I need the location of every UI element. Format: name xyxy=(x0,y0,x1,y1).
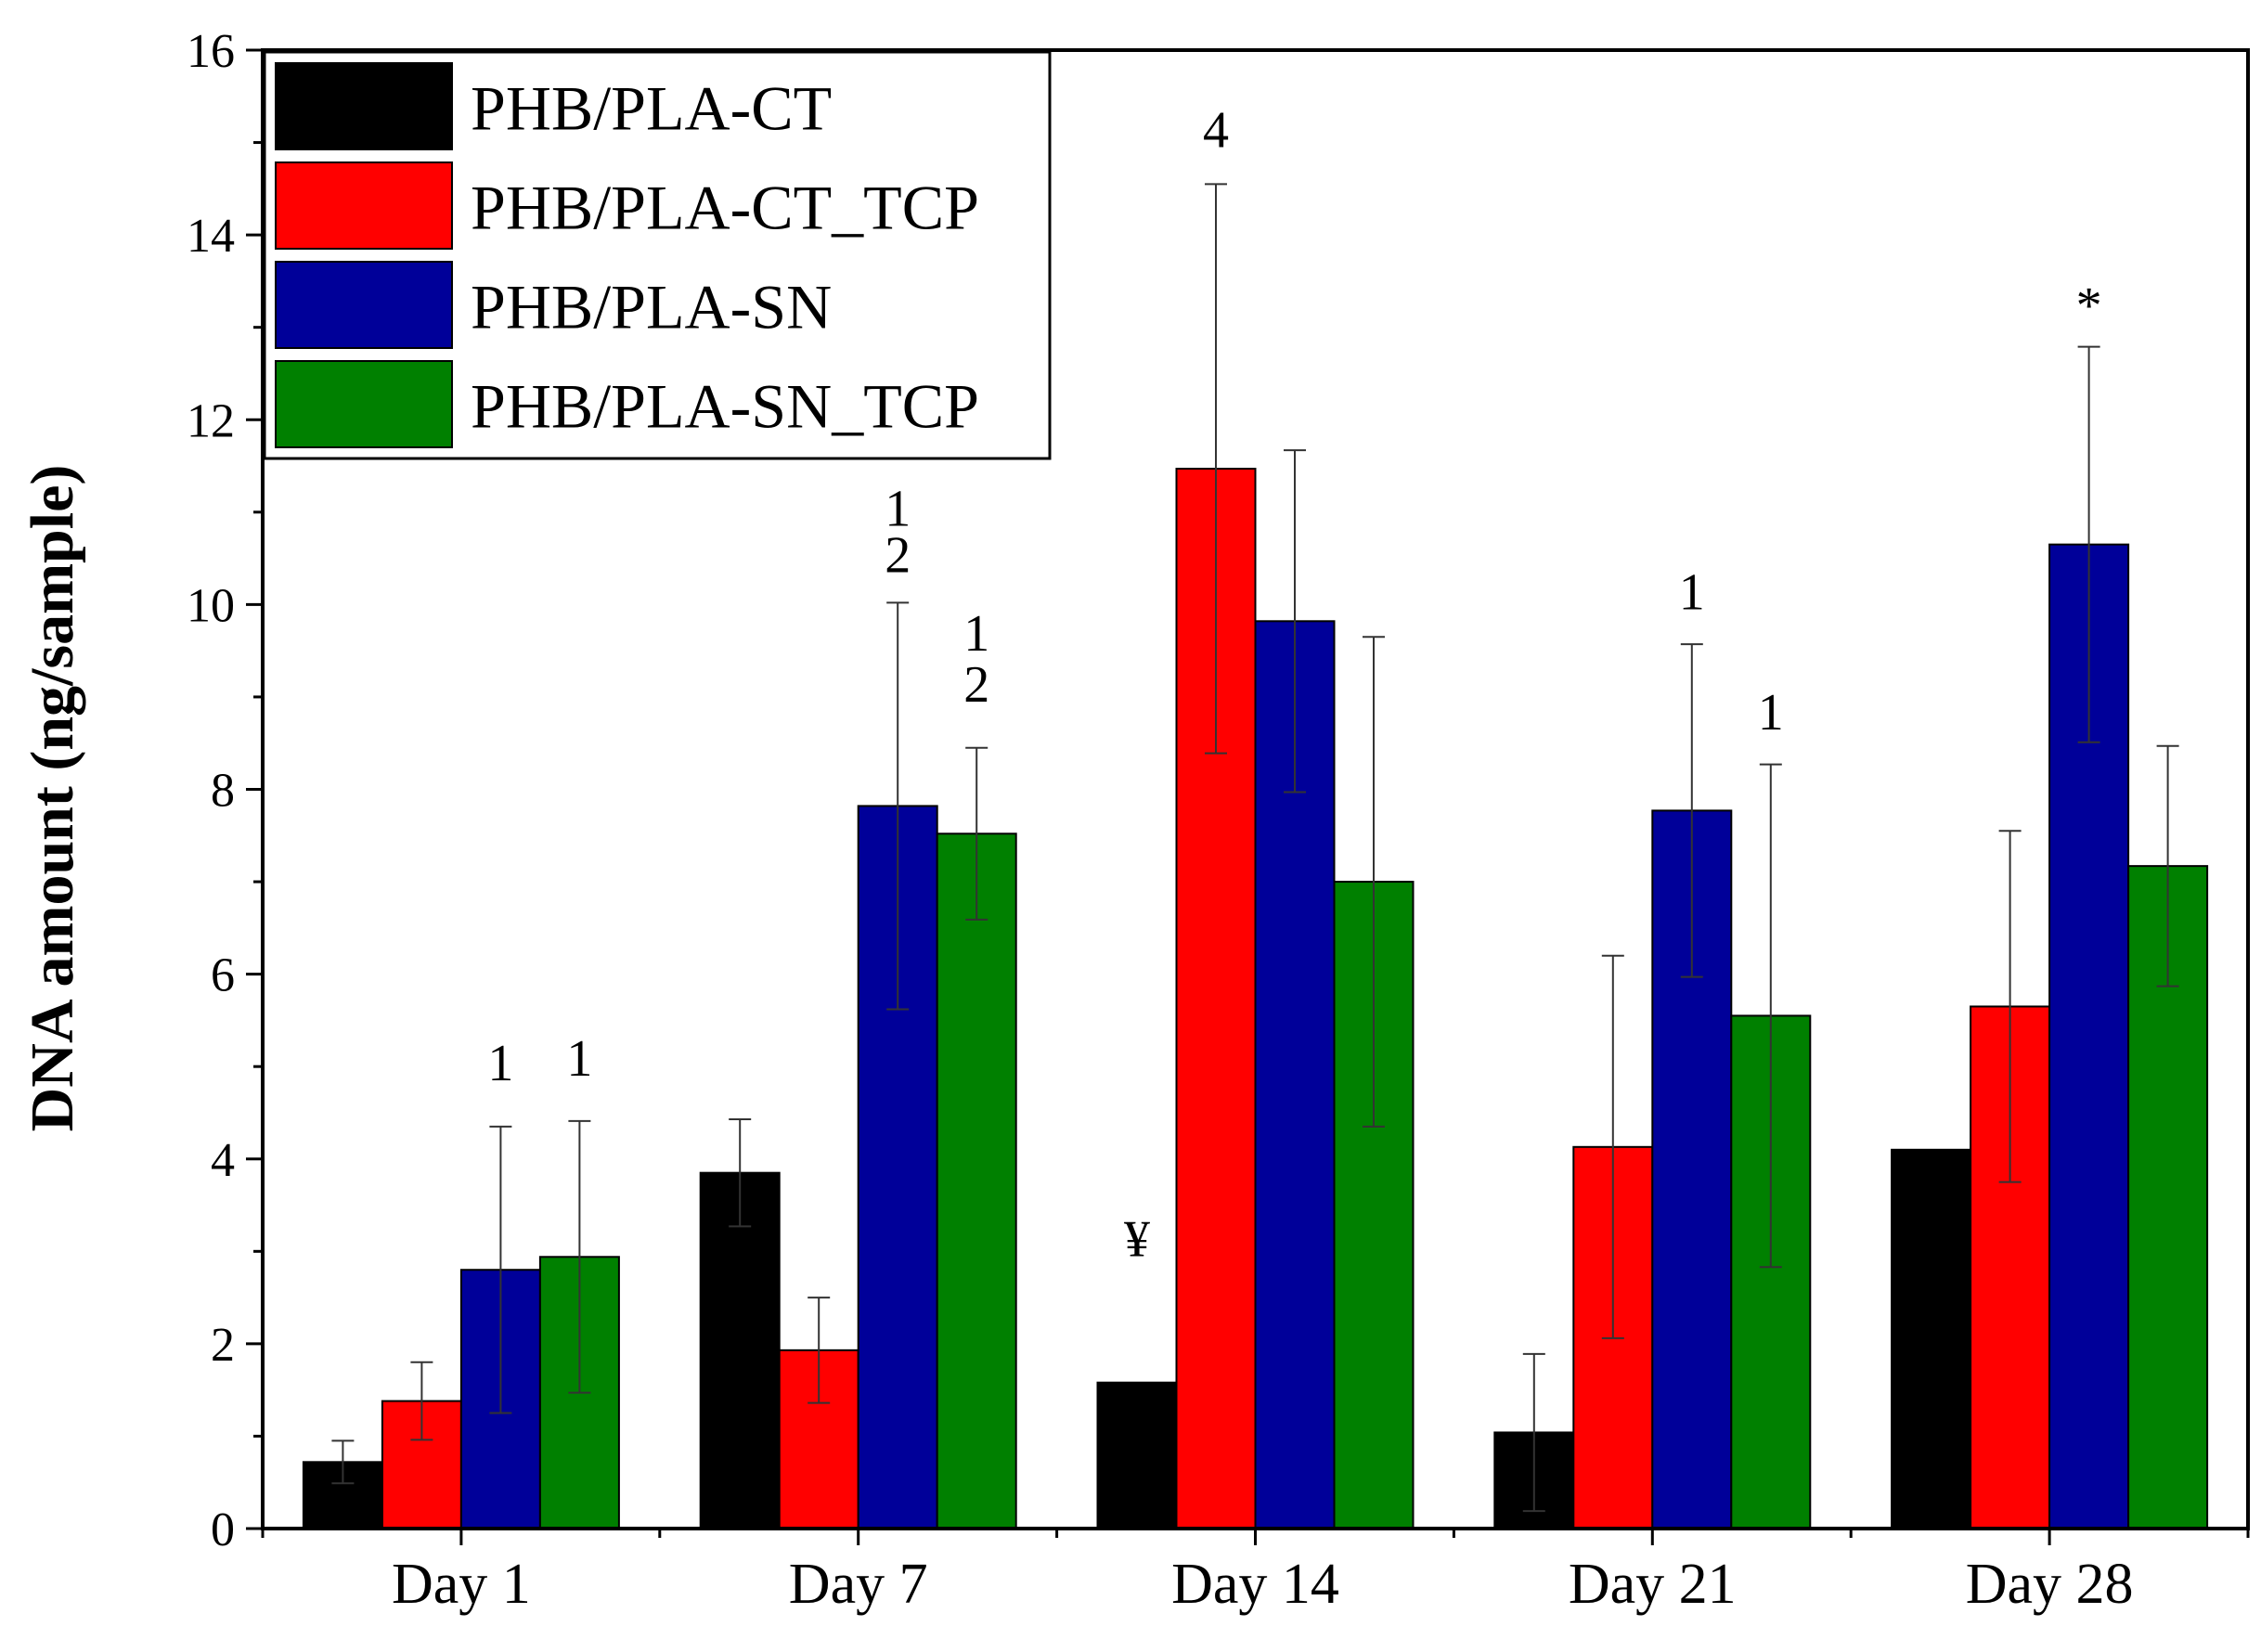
y-tick-label: 12 xyxy=(187,394,235,447)
annotation-label: 1 xyxy=(1758,684,1784,742)
annotation-label: 1 xyxy=(487,1035,513,1092)
y-tick-label: 4 xyxy=(211,1134,235,1187)
y-tick-label: 14 xyxy=(187,210,235,263)
annotation-label: ¥ xyxy=(1124,1210,1150,1268)
bar-phb-pla-ct-day-7 xyxy=(699,1171,781,1529)
error-bar-phb-pla-sn-tcp-day-28 xyxy=(2156,744,2179,987)
error-bar-phb-pla-sn-tcp-day-1 xyxy=(568,1119,591,1394)
legend-swatch xyxy=(275,62,453,150)
error-bar-phb-pla-ct-tcp-day-1 xyxy=(410,1361,433,1441)
error-bar-phb-pla-sn-day-28 xyxy=(2077,345,2100,743)
y-tick-label: 16 xyxy=(187,25,235,78)
error-bar-phb-pla-sn-tcp-day-7 xyxy=(965,746,988,921)
bars-layer xyxy=(302,468,2209,1530)
x-category-label: Day 1 xyxy=(392,1553,531,1616)
error-bar-phb-pla-ct-tcp-day-14 xyxy=(1205,183,1227,755)
error-bar-phb-pla-sn-day-14 xyxy=(1284,449,1306,794)
annotation-label: * xyxy=(2076,277,2102,335)
legend: PHB/PLA-CT PHB/PLA-CT_TCP PHB/PLA-SN PHB/PL… xyxy=(263,50,1052,460)
annotation-label: 4 xyxy=(1203,102,1229,160)
annotation-label: 2 xyxy=(963,656,989,714)
bar-phb-pla-sn-tcp-day-28 xyxy=(2127,865,2209,1529)
legend-swatch xyxy=(275,261,453,349)
error-bar-phb-pla-ct-day-7 xyxy=(729,1117,752,1228)
error-bar-phb-pla-ct-tcp-day-21 xyxy=(1601,954,1624,1339)
y-tick-label: 2 xyxy=(211,1319,235,1372)
error-bar-phb-pla-sn-tcp-day-21 xyxy=(1759,763,1782,1269)
error-bar-phb-pla-ct-tcp-day-7 xyxy=(808,1297,831,1404)
x-category-label: Day 21 xyxy=(1569,1553,1737,1616)
error-bar-phb-pla-ct-day-1 xyxy=(331,1439,355,1485)
y-tick-label: 6 xyxy=(211,949,235,1002)
annotation-label: 2 xyxy=(885,527,911,585)
error-bars-layer xyxy=(331,183,2179,1513)
annotation-label: 1 xyxy=(885,481,911,538)
x-category-label: Day 28 xyxy=(1966,1553,2134,1616)
y-tick-label: 10 xyxy=(187,579,235,632)
annotation-label: 1 xyxy=(963,605,989,663)
error-bar-phb-pla-ct-day-21 xyxy=(1522,1352,1545,1513)
legend-label: PHB/PLA-SN xyxy=(471,272,832,342)
legend-label: PHB/PLA-SN_TCP xyxy=(471,371,979,442)
y-tick-label: 0 xyxy=(211,1504,235,1556)
error-bar-phb-pla-sn-day-7 xyxy=(886,601,910,1011)
bar-phb-pla-ct-day-14 xyxy=(1096,1381,1178,1530)
error-bar-phb-pla-ct-tcp-day-28 xyxy=(1998,830,2022,1183)
legend-swatch xyxy=(275,161,453,250)
y-tick-label: 8 xyxy=(211,765,235,818)
legend-label: PHB/PLA-CT_TCP xyxy=(471,173,979,243)
annotation-label: 1 xyxy=(566,1030,592,1088)
bar-phb-pla-sn-tcp-day-7 xyxy=(936,832,1017,1529)
x-category-label: Day 7 xyxy=(789,1553,928,1616)
legend-swatch xyxy=(275,360,453,448)
error-bar-phb-pla-sn-day-1 xyxy=(489,1125,512,1414)
error-bar-phb-pla-sn-day-21 xyxy=(1680,643,1703,978)
x-category-label: Day 14 xyxy=(1171,1553,1339,1616)
annotation-label: 1 xyxy=(1679,563,1705,621)
legend-label: PHB/PLA-CT xyxy=(471,73,832,144)
bar-phb-pla-ct-day-28 xyxy=(1891,1148,1972,1529)
error-bar-phb-pla-sn-tcp-day-14 xyxy=(1363,636,1385,1128)
y-axis-title: DNA amount (ng/sample) xyxy=(19,465,86,1132)
